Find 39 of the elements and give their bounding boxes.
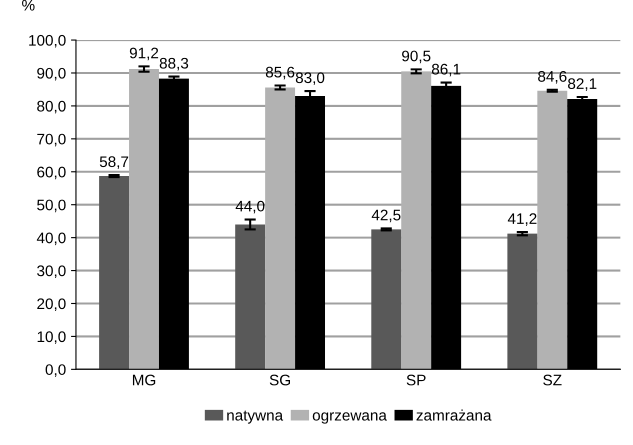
data-label: 58,7 [100, 156, 128, 169]
bar [235, 224, 266, 370]
x-tick-label: SZ [543, 374, 562, 386]
y-tick-label: 40,0 [36, 232, 66, 246]
y-tick-label: 70,0 [37, 134, 66, 146]
bar [537, 90, 568, 370]
legend-label: zamrażana [416, 409, 492, 421]
data-label: 82,1 [568, 78, 596, 91]
y-tick-label: 20,0 [37, 298, 66, 311]
legend-label: ogrzewana [312, 412, 387, 424]
bar [401, 71, 432, 370]
data-label: 88,3 [160, 58, 188, 70]
y-tick-label: 10,0 [38, 331, 66, 344]
data-label: 42,5 [372, 210, 400, 222]
y-tick-label: 30,0 [37, 265, 66, 278]
x-tick-label: MG [132, 374, 156, 386]
x-tick-label: SP [406, 374, 426, 386]
legend-label: natywna [227, 410, 284, 424]
data-label: 85,6 [266, 66, 294, 80]
data-label: 86,1 [432, 64, 460, 76]
data-label: 84,6 [538, 70, 566, 84]
y-tick-label: 0,0 [46, 364, 66, 377]
bar [99, 176, 130, 370]
data-label: 41,2 [508, 213, 536, 226]
bar [129, 69, 159, 370]
data-label: 91,2 [130, 48, 158, 60]
data-label: 90,5 [402, 50, 430, 64]
y-tick-label: 60,0 [37, 166, 66, 180]
data-label: 83,0 [296, 72, 324, 85]
y-tick-label: 90,0 [37, 68, 66, 80]
y-axis-title: % [22, 0, 35, 11]
bar [265, 87, 296, 370]
y-tick-label: 50,0 [37, 200, 66, 212]
data-label: 44,0 [236, 200, 264, 214]
bar [507, 234, 538, 370]
bar [371, 229, 402, 370]
y-tick-label: 100,0 [29, 34, 66, 48]
y-tick-label: 80,0 [37, 100, 66, 114]
x-tick-label: SG [270, 374, 290, 386]
